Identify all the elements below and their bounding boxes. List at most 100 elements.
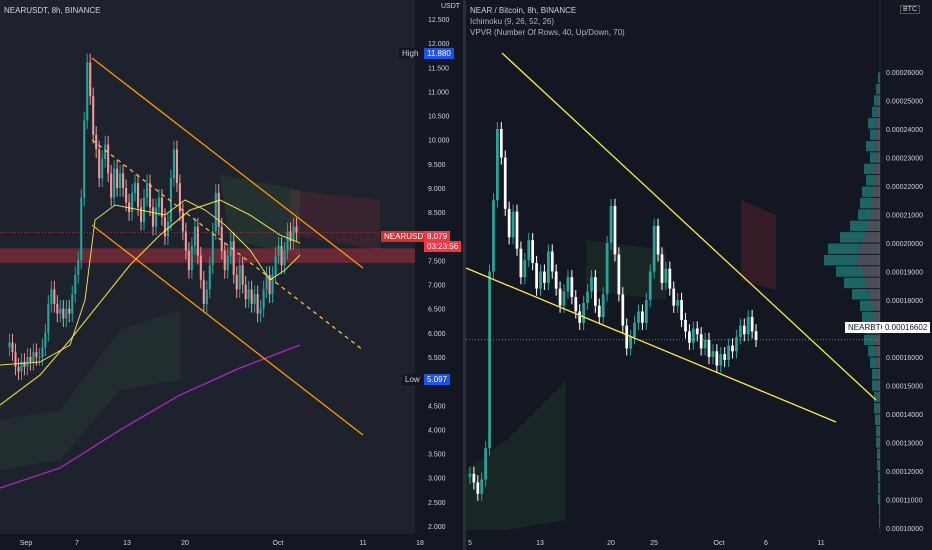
- candle-body: [113, 168, 116, 198]
- candle-body: [488, 271, 491, 449]
- candle-body: [250, 289, 253, 304]
- candle-body: [125, 188, 128, 203]
- candle-body: [629, 337, 633, 349]
- candle-body: [723, 354, 727, 360]
- candle-body: [754, 331, 758, 340]
- vpvr-up-bar: [870, 129, 876, 140]
- right-x-tick: 6: [764, 540, 768, 547]
- candle-body: [605, 243, 609, 295]
- symbol-tag: NEARUSDT: [381, 231, 432, 242]
- candle-body: [570, 277, 574, 298]
- candle-body: [476, 482, 480, 494]
- right-y-tick: 0.00022000: [886, 184, 923, 191]
- vpvr-up-bar: [878, 494, 880, 505]
- candle-body: [727, 345, 730, 360]
- candle-body: [578, 311, 582, 323]
- candle-body: [247, 289, 250, 300]
- vpvr-down-bar: [876, 129, 880, 140]
- left-y-tick: 7.000: [428, 283, 446, 290]
- vpvr-down-bar: [868, 220, 880, 232]
- right-x-tick: 5: [468, 540, 472, 547]
- right-y-tick: 0.00021000: [886, 213, 923, 220]
- vpvr-down-bar: [857, 254, 880, 266]
- vpvr-up-bar: [875, 414, 878, 425]
- candle-body: [738, 325, 742, 338]
- vpvr-down-bar: [874, 140, 880, 152]
- candle-body: [519, 248, 523, 278]
- vpvr-down-bar: [876, 152, 880, 163]
- candle-body: [582, 302, 585, 323]
- candle-body: [190, 245, 193, 271]
- vpvr-up-bar: [878, 471, 880, 482]
- candle-body: [271, 274, 274, 295]
- ichimoku-legend[interactable]: Ichimoku (9, 26, 52, 26): [470, 17, 555, 26]
- panel-divider[interactable]: [463, 0, 466, 550]
- wedge-lower-line: [466, 267, 837, 423]
- right-x-tick: 25: [650, 540, 658, 547]
- vpvr-up-bar: [876, 425, 879, 437]
- vpvr-down-bar: [865, 277, 880, 289]
- left-time-axis: [0, 534, 463, 550]
- left-y-tick: 3.500: [428, 452, 446, 459]
- left-price-axis: [415, 0, 463, 550]
- vpvr-legend[interactable]: VPVR (Number Of Rows, 40, Up/Down, 70): [470, 28, 625, 37]
- last-price-tag: 8.079: [424, 231, 451, 242]
- left-x-tick: 20: [181, 540, 189, 547]
- left-x-tick: 11: [359, 540, 366, 547]
- candle-body: [38, 357, 41, 358]
- right-y-tick: 0.00023000: [886, 156, 923, 163]
- vpvr-down-bar: [859, 243, 880, 254]
- vpvr-up-bar: [878, 482, 880, 494]
- channel-mid-line: [91, 139, 364, 351]
- candle-body: [223, 250, 226, 271]
- candle-body: [507, 208, 511, 238]
- vpvr-down-bar: [878, 437, 880, 448]
- vpvr-up-bar: [862, 186, 873, 197]
- vpvr-down-bar: [878, 414, 880, 425]
- low-value: 5.097: [424, 374, 451, 385]
- vpvr-down-bar: [872, 197, 880, 209]
- candle-body: [715, 351, 719, 366]
- right-x-tick: 13: [536, 540, 544, 547]
- candle-body: [550, 251, 554, 272]
- candle-body: [163, 216, 167, 237]
- ichimoku-cloud-lower: [0, 310, 180, 470]
- candle-body: [664, 268, 668, 283]
- candle-body: [292, 226, 295, 242]
- candle-body: [274, 255, 277, 275]
- vpvr-up-bar: [844, 277, 866, 289]
- candle-body: [110, 173, 113, 198]
- vpvr-up-bar: [872, 380, 877, 391]
- candle-body: [268, 274, 271, 295]
- candle-body: [688, 331, 691, 343]
- low-label: Low: [402, 374, 423, 385]
- candle-body: [283, 250, 286, 266]
- vpvr-down-bar: [862, 266, 880, 277]
- right-y-tick: 0.00012000: [886, 469, 923, 476]
- vpvr-up-bar: [860, 300, 872, 311]
- channel-lower-line: [91, 224, 364, 436]
- candle-body: [232, 241, 235, 275]
- vpvr-up-bar: [879, 517, 880, 528]
- left-y-tick: 2.500: [428, 500, 446, 507]
- candle-body: [148, 183, 152, 208]
- candle-body: [295, 226, 298, 233]
- candle-body: [59, 308, 62, 314]
- left-chart-title: NEARUSDT, 8h, BINANCE: [4, 6, 101, 15]
- right-axis-unit: BTC: [900, 5, 920, 14]
- candle-body: [625, 325, 629, 349]
- left-y-tick: 8.500: [428, 210, 446, 217]
- vpvr-down-bar: [874, 175, 880, 186]
- candle-body: [160, 197, 164, 217]
- candle-body: [253, 294, 256, 304]
- vpvr-down-bar: [875, 346, 880, 357]
- candle-body: [707, 339, 711, 357]
- candle-body: [558, 288, 562, 306]
- vpvr-up-bar: [866, 175, 875, 186]
- left-chart-header: NEARUSDT, 8h, BINANCE: [4, 5, 100, 16]
- left-y-tick: 10.500: [428, 114, 450, 121]
- ema-200-line: [0, 344, 301, 489]
- candle-body: [50, 289, 53, 304]
- candle-body: [652, 225, 656, 272]
- candle-body: [648, 271, 652, 300]
